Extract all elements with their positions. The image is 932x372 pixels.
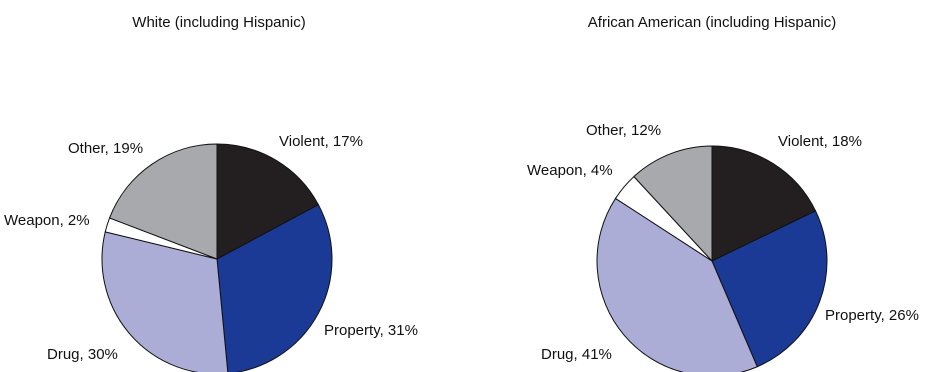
chart-title-white: White (including Hispanic) (132, 14, 305, 31)
pie-slice-white-other (108, 143, 218, 260)
pie-chart-african-american: African American (including Hispanic) Vi… (527, 14, 919, 372)
pie-slice-african-american-drug (596, 197, 758, 372)
pie-slice-african-american-violent (711, 145, 817, 262)
chart-title-african-american: African American (including Hispanic) (588, 14, 836, 31)
slice-label-white-other: Other, 19% (68, 140, 143, 157)
slice-label-aa-drug: Drug, 41% (541, 346, 612, 363)
pie-slices-african-american (596, 145, 828, 372)
slice-label-aa-other: Other, 12% (586, 122, 661, 139)
slice-label-white-weapon: Weapon, 2% (4, 212, 90, 229)
slice-label-aa-property: Property, 26% (825, 307, 919, 324)
pie-slices-white (101, 143, 333, 372)
pie-slice-white-drug (101, 231, 229, 372)
pie-slice-white-violent (216, 143, 320, 260)
pie-slice-african-american-other (633, 145, 713, 263)
slice-label-white-drug: Drug, 30% (47, 346, 118, 363)
pie-chart-white: White (including Hispanic) Violent, 17% … (4, 14, 418, 372)
slice-label-white-property: Property, 31% (324, 322, 418, 339)
slice-label-white-violent: Violent, 17% (279, 133, 363, 150)
slice-label-aa-violent: Violent, 18% (778, 133, 862, 150)
pie-slice-white-property (216, 204, 333, 372)
slice-label-aa-weapon: Weapon, 4% (527, 162, 613, 179)
